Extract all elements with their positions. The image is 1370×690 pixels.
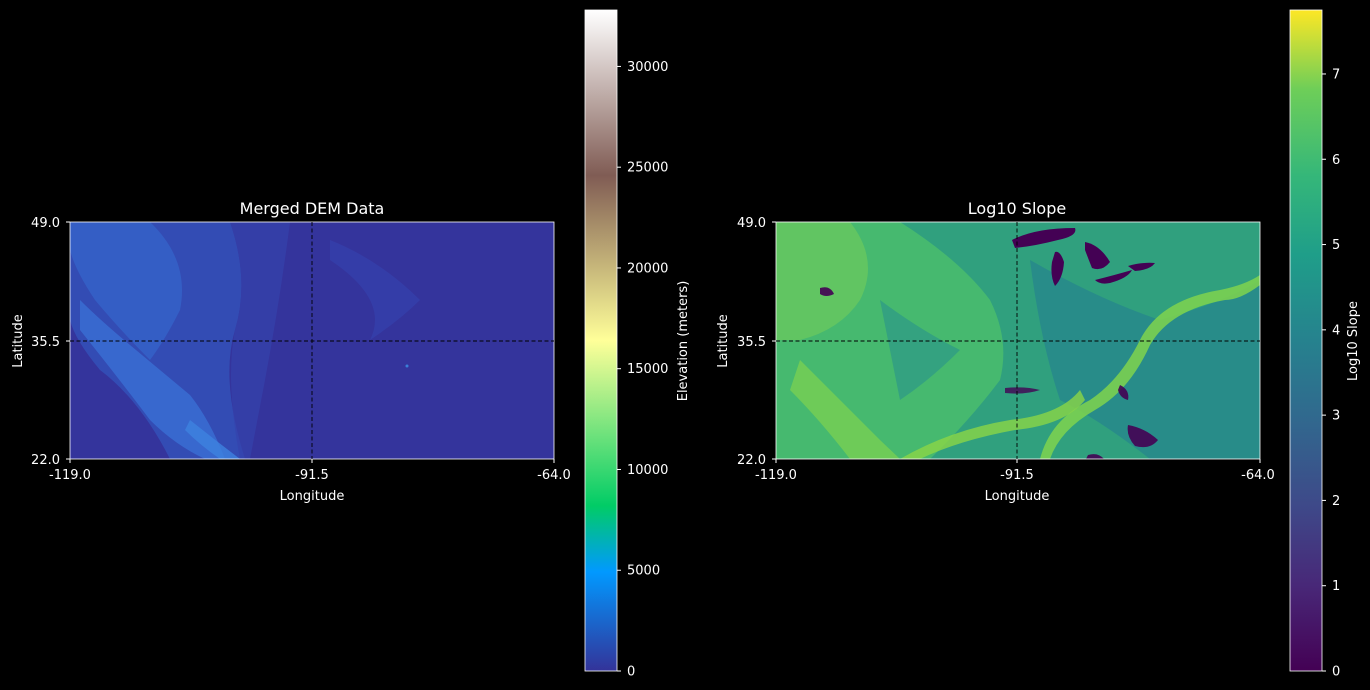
lake-ontario (1128, 262, 1155, 271)
dem-colorbar-tick-label: 20000 (627, 261, 668, 276)
slope-colorbar-label: Log10 Slope (1346, 301, 1361, 381)
slope-colorbar-ticks: 0 1 2 3 4 5 6 7 (1322, 67, 1340, 680)
slope-colorbar-tick-label: 3 (1332, 409, 1340, 424)
dem-xtick-label: -91.5 (295, 468, 329, 483)
slope-colorbar-tick-label: 1 (1332, 579, 1340, 594)
lake-erie (1095, 270, 1132, 284)
dem-ylabel: Latitude (11, 314, 26, 368)
dem-colorbar: 0 5000 10000 15000 20000 25000 30000 Elevation… (584, 9, 691, 680)
slope-ylabel: Latitude (716, 314, 731, 368)
dem-colorbar-tick-label: 30000 (627, 60, 668, 75)
dem-xtick-label: -64.0 (537, 468, 571, 483)
slope-yticks: 49.0 35.5 22.0 (737, 216, 776, 468)
dem-colorbar-tick-label: 15000 (627, 362, 668, 377)
dem-colorbar-label: Elevation (meters) (676, 281, 691, 402)
slope-colorbar-gradient (1289, 9, 1323, 672)
dem-colorbar-ticks: 0 5000 10000 15000 20000 25000 30000 (617, 60, 668, 680)
slope-xticks: -119.0 -91.5 -64.0 (755, 459, 1275, 483)
slope-title: Log10 Slope (968, 199, 1066, 218)
dem-xtick-label: -119.0 (49, 468, 91, 483)
slope-ytick-label: 49.0 (737, 216, 766, 231)
slope-xlabel: Longitude (985, 489, 1050, 504)
slope-ytick-label: 35.5 (737, 335, 766, 350)
dem-yticks: 49.0 35.5 22.0 (31, 216, 70, 468)
dem-colorbar-gradient (584, 9, 618, 672)
dem-ytick-label: 22.0 (31, 453, 60, 468)
slope-ytick-label: 22.0 (737, 453, 766, 468)
dem-ytick-label: 35.5 (31, 335, 60, 350)
dem-panel: Merged DEM Data 49.0 35.5 22.0 (11, 9, 691, 680)
slope-colorbar-tick-label: 2 (1332, 494, 1340, 509)
slope-xtick-label: -64.0 (1241, 468, 1275, 483)
lake-huron (1085, 242, 1110, 270)
slope-xtick-label: -119.0 (755, 468, 797, 483)
slope-colorbar-tick-label: 4 (1332, 323, 1340, 338)
slope-xtick-label: -91.5 (1000, 468, 1034, 483)
dem-colorbar-tick-label: 5000 (627, 564, 660, 579)
lake-superior (1012, 228, 1076, 248)
dem-colorbar-tick-label: 10000 (627, 463, 668, 478)
dem-xticks: -119.0 -91.5 -64.0 (49, 459, 571, 483)
dem-title: Merged DEM Data (240, 199, 385, 218)
slope-colorbar-tick-label: 7 (1332, 67, 1340, 82)
dem-xlabel: Longitude (280, 489, 345, 504)
lake-michigan (1051, 251, 1064, 286)
slope-colorbar-tick-label: 5 (1332, 238, 1340, 253)
slope-colorbar-tick-label: 0 (1332, 665, 1340, 680)
dem-colorbar-tick-label: 25000 (627, 161, 668, 176)
dem-ytick-label: 49.0 (31, 216, 60, 231)
dem-colorbar-tick-label: 0 (627, 665, 635, 680)
slope-colorbar: 0 1 2 3 4 5 6 7 Log10 Slope (1289, 9, 1361, 680)
slope-colorbar-tick-label: 6 (1332, 153, 1340, 168)
slope-panel: Log10 Slope (716, 9, 1361, 680)
slope-image (776, 222, 1260, 459)
